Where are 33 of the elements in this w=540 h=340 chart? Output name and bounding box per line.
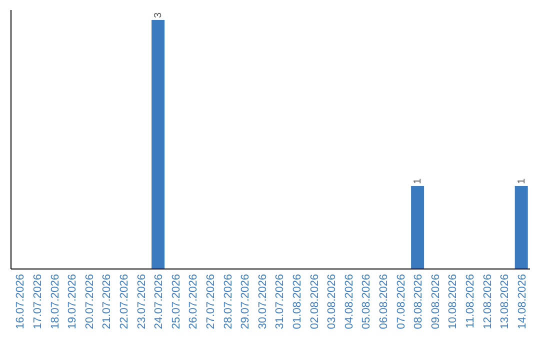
x-tick-label: 06.08.2026: [378, 274, 390, 330]
x-tick-label: 23.07.2026: [136, 274, 148, 330]
x-tick-label: 19.07.2026: [66, 274, 79, 330]
data-label: 3: [153, 12, 164, 18]
x-tick-label: 10.08.2026: [447, 274, 460, 330]
x-tick-label: 20.07.2026: [84, 274, 96, 330]
x-tick-label: 17.07.2026: [32, 274, 44, 330]
x-tick-label: 22.07.2026: [118, 274, 130, 330]
x-tick-label: 09.08.2026: [430, 274, 442, 330]
x-tick-label: 16.07.2026: [14, 274, 27, 330]
x-tick-label: 03.08.2026: [326, 274, 338, 330]
x-tick-label: 25.07.2026: [170, 274, 182, 330]
data-label: 1: [412, 178, 424, 184]
x-tick-label: 05.08.2026: [360, 274, 373, 330]
x-tick-label: 12.08.2026: [482, 274, 494, 330]
x-tick-label: 31.07.2026: [274, 274, 286, 330]
x-tick-label: 14.08.2026: [516, 274, 528, 330]
x-tick-label: 07.08.2026: [395, 274, 408, 330]
x-tick-label: 13.08.2026: [499, 274, 512, 330]
x-tick-label: 18.07.2026: [49, 274, 62, 330]
x-tick-label: 26.07.2026: [188, 274, 200, 330]
x-tick-label: 04.08.2026: [343, 274, 356, 330]
x-tick-label: 01.08.2026: [291, 274, 304, 330]
x-tick-label: 08.08.2026: [412, 274, 425, 330]
x-tick-label: 21.07.2026: [101, 274, 114, 330]
x-tick-label: 30.07.2026: [256, 274, 269, 330]
x-tick-label: 11.08.2026: [464, 274, 476, 328]
data-label: 1: [516, 178, 528, 184]
x-tick-label: 28.07.2026: [222, 274, 234, 330]
x-tick-label: 02.08.2026: [308, 274, 321, 330]
x-tick-label: 29.07.2026: [240, 274, 252, 330]
x-tick-label: 24.07.2026: [153, 274, 166, 330]
x-tick-label: 27.07.2026: [204, 274, 217, 330]
